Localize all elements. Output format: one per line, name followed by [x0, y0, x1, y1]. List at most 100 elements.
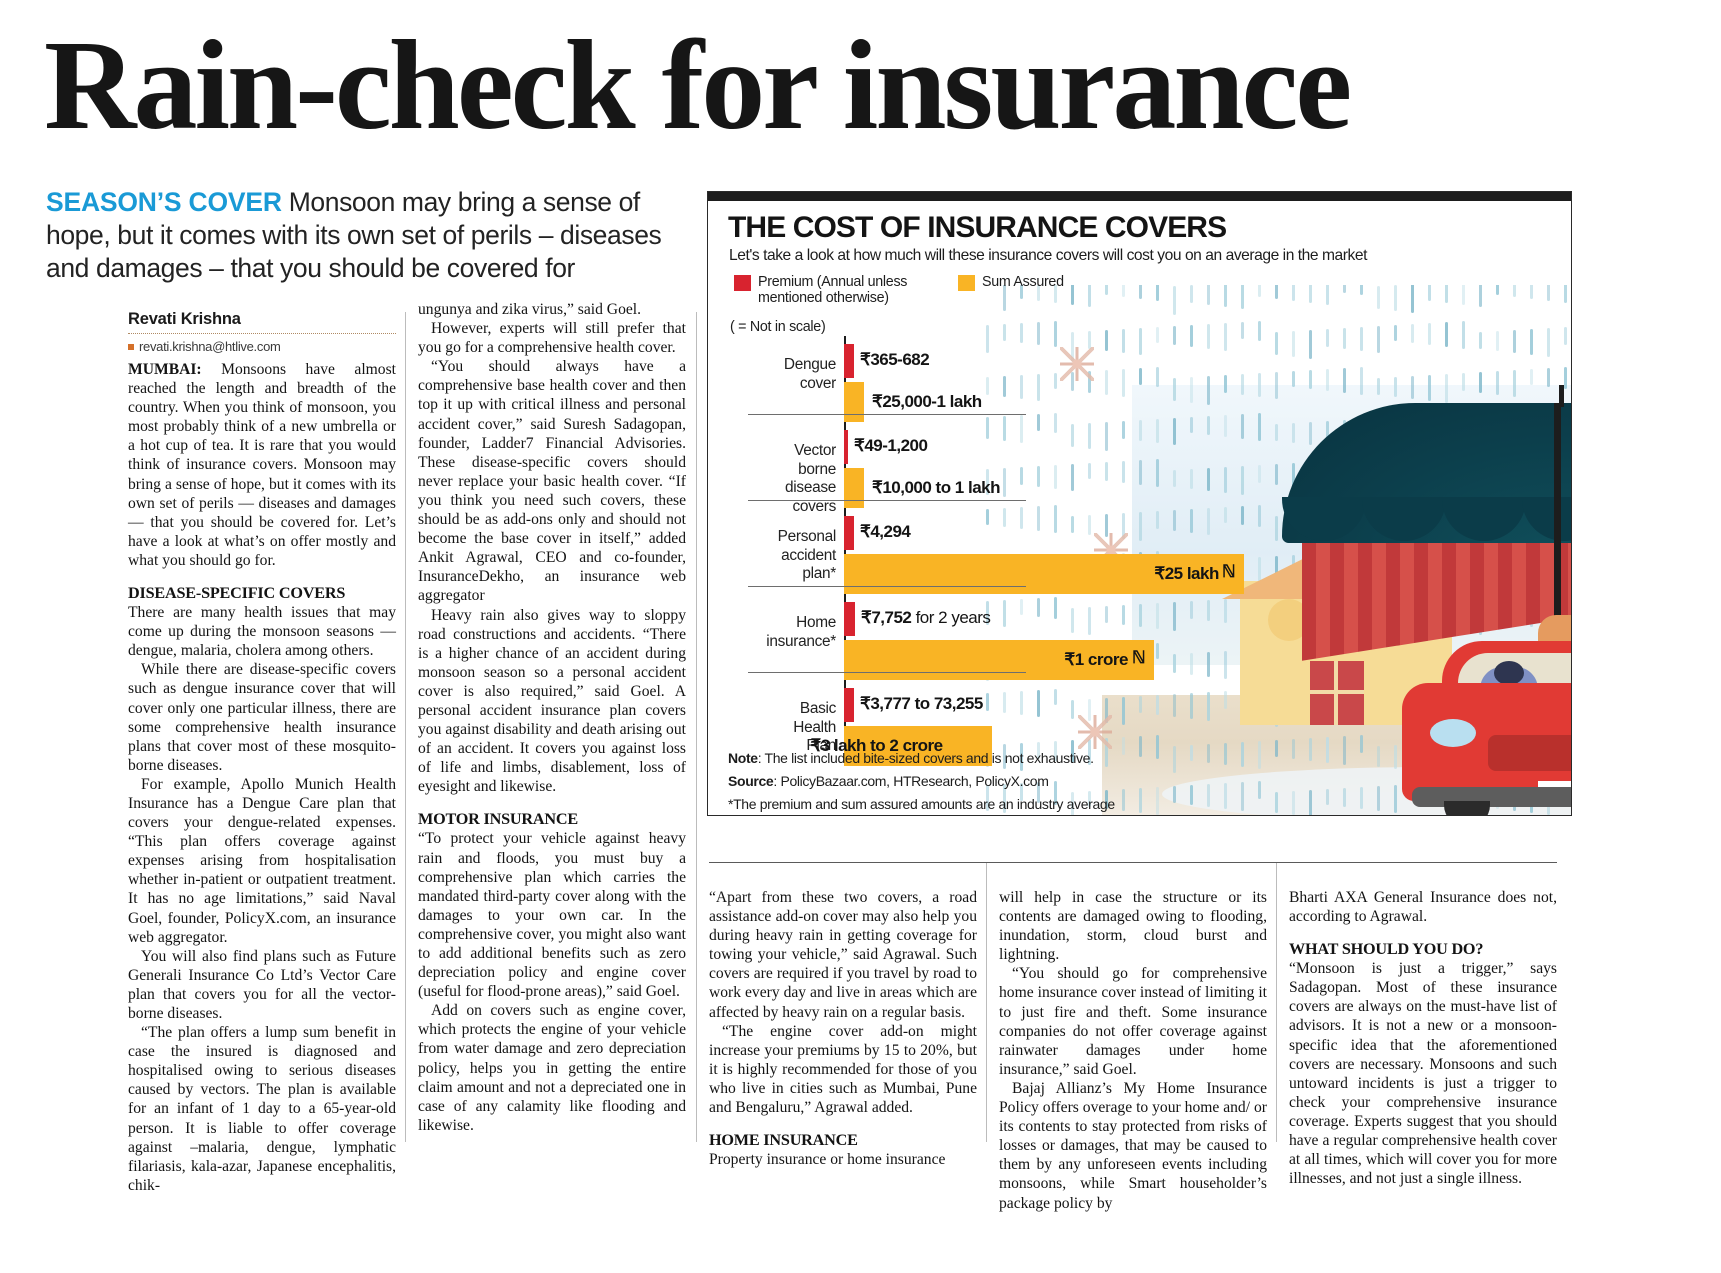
chart-bar-sum-assured: [844, 554, 1244, 594]
chart-category-label: Dengue cover: [783, 356, 836, 392]
infographic-topbar: [708, 192, 1571, 201]
column-divider-1: [405, 312, 406, 1142]
author-email-text: revati.krishna@htlive.com: [139, 339, 281, 354]
article-column-2: ungunya and zika virus,” said Goel. Howe…: [418, 300, 686, 1135]
chart-bar-sum-assured: [844, 726, 992, 766]
car-headlight-left: [1430, 719, 1476, 747]
car-grille: [1488, 735, 1571, 771]
article-column-3: “Apart from these two covers, a road ass…: [709, 888, 977, 1169]
legend-item-premium: Premium (Annual unless mentioned otherwi…: [734, 274, 944, 306]
source-label: Source: [728, 773, 774, 789]
legend-swatch-sum: [958, 275, 975, 291]
umbrella-tip: [1559, 385, 1564, 407]
car-bumper: [1412, 787, 1571, 807]
chart-value-label-premium: ₹3,777 to 73,255: [860, 694, 983, 713]
paragraph: Heavy rain also gives way to sloppy road…: [418, 606, 686, 796]
not-in-scale-marker: ℕ: [1222, 562, 1236, 581]
not-in-scale-marker: ℕ: [1132, 648, 1146, 667]
paragraph: There are many health issues that may co…: [128, 604, 396, 660]
illustration-scene: [982, 285, 1571, 815]
column-divider-4: [1276, 862, 1277, 1142]
footnote-line: *The premium and sum assured amounts are…: [728, 796, 1115, 812]
chart-value-label-sum: ₹25 lakh: [1154, 564, 1219, 583]
paragraph: Add on covers such as engine cover, whic…: [418, 1002, 686, 1134]
infographic-subtitle: Let's take a look at how much will these…: [729, 247, 1367, 264]
paragraph: “The engine cover add-on might increase …: [709, 1022, 977, 1117]
chart-value-label-sum: ₹25,000-1 lakh: [872, 392, 982, 411]
section-rule: [709, 862, 1557, 863]
chart-bar-premium: [844, 344, 854, 378]
deck-kicker: SEASON’S COVER: [46, 187, 282, 217]
legend-swatch-premium: [734, 275, 751, 291]
deck-body: Monsoon may bring a sense of hope, but i…: [46, 187, 662, 283]
chart-category-label: Vector borne disease covers: [785, 442, 836, 515]
car-illustration: [1402, 635, 1571, 815]
legend-item-sum: Sum Assured: [958, 274, 1078, 291]
column-divider-2: [696, 312, 697, 1142]
door-frame-v: [1334, 661, 1338, 725]
umbrella-pole: [1554, 403, 1561, 653]
paragraph: “Monsoon is just a trigger,” says Sadago…: [1289, 960, 1557, 1188]
paragraph: “You should go for comprehensive home in…: [999, 965, 1267, 1078]
chart-bar-premium: [844, 688, 854, 722]
bullet-icon: [128, 343, 134, 350]
chart-row-separator: [748, 414, 1026, 415]
byline-divider: [128, 333, 396, 334]
car-driver-head: [1494, 661, 1524, 685]
paragraph: While there are disease-specific covers …: [128, 661, 396, 774]
chart-category-label: Home insurance*: [766, 614, 836, 650]
subheading-motor: MOTOR INSURANCE: [418, 810, 578, 829]
chart-row-separator: [748, 586, 1026, 587]
paragraph: ungunya and zika virus,” said Goel.: [418, 301, 642, 318]
subheading-home: HOME INSURANCE: [709, 1131, 858, 1150]
note-label: Note: [728, 750, 758, 766]
chart-bar-sum-assured: [844, 382, 864, 422]
paragraph: For example, Apollo Munich Health Insura…: [128, 775, 396, 946]
paragraph: “You should always have a comprehensive …: [418, 358, 686, 605]
page-headline: Rain-check for insurance: [44, 14, 1352, 156]
column-divider-3: [986, 862, 987, 1142]
car-wheel-left: [1444, 801, 1490, 815]
paragraph: “The plan offers a lump sum benefit in c…: [128, 1024, 396, 1194]
paragraph: MUMBAI:MUMBAI: Monsoons have almost reac…: [128, 361, 396, 569]
author-email: revati.krishna@htlive.com: [128, 339, 396, 354]
legend-label-premium: Premium (Annual unless mentioned otherwi…: [758, 274, 908, 306]
chart-value-label-sum: ₹10,000 to 1 lakh: [872, 478, 1001, 497]
source-line: Source: PolicyBazaar.com, HTResearch, Po…: [728, 770, 1348, 793]
note-line: Note: The list included bite-sized cover…: [728, 747, 1348, 770]
umbrella-scallops: [1282, 497, 1571, 559]
chart-category-label: Basic Health Plan: [793, 700, 836, 754]
chart-value-label-sum: ₹3 lakh to 2 crore: [810, 736, 943, 755]
chart-value-label-premium: ₹7,752 for 2 years: [861, 608, 991, 627]
bar-chart: Dengue cover ₹365-682 ₹25,000-1 lakh Vector b…: [726, 336, 1426, 766]
infographic-panel: THE COST OF INSURANCE COVERS Let's take …: [707, 191, 1572, 816]
chart-bar-sum-assured: [844, 468, 864, 508]
article-column-1: MUMBAI:MUMBAI: Monsoons have almost reac…: [128, 360, 396, 1195]
paragraph: Bajaj Allianz’s My Home Insurance Policy…: [999, 1079, 1267, 1212]
article-column-5: Bharti AXA General Insurance does not, a…: [1289, 888, 1557, 1188]
chart-bar-premium: [844, 602, 855, 636]
chart-bar-sum-assured: [844, 640, 1154, 680]
byline: Revati Krishna revati.krishna@htlive.com: [128, 310, 396, 354]
source-text: : PolicyBazaar.com, HTResearch, PolicyX.…: [773, 773, 1049, 789]
chart-category-label: Personal accident plan*: [777, 528, 837, 582]
paragraph: will help in case the structure or its c…: [999, 889, 1267, 964]
infographic-title: THE COST OF INSURANCE COVERS: [728, 211, 1227, 244]
chart-value-label-sum: ₹1 crore: [1064, 650, 1128, 669]
chart-value-label-premium: ₹365-682: [860, 350, 930, 369]
article-column-4: will help in case the structure or its c…: [999, 888, 1267, 1213]
chart-row-separator: [748, 672, 1026, 673]
paragraph: “To protect your vehicle against heavy r…: [418, 830, 686, 1001]
legend-label-sum: Sum Assured: [982, 274, 1064, 290]
subheading-disease: DISEASE-SPECIFIC COVERS: [128, 584, 346, 603]
paragraph: However, experts will still prefer that …: [418, 320, 686, 357]
paragraph: Bharti AXA General Insurance does not, a…: [1289, 889, 1557, 926]
legend-not-in-scale: ( = Not in scale): [730, 319, 826, 335]
paragraph: “Apart from these two covers, a road ass…: [709, 889, 977, 1021]
subheading-what-to-do: WHAT SHOULD YOU DO?: [1289, 940, 1484, 959]
chart-bar-premium: [844, 430, 848, 464]
chart-notes: Note: The list included bite-sized cover…: [728, 747, 1348, 815]
chart-value-label-premium: ₹49-1,200: [854, 436, 928, 455]
note-text: : The list included bite-sized covers an…: [757, 750, 1094, 766]
